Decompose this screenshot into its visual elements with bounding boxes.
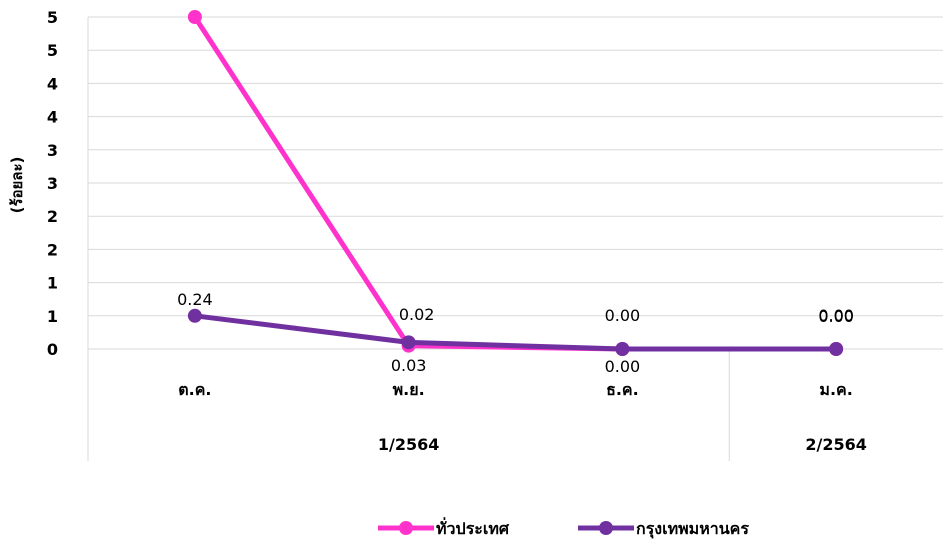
data-label: 0.00 (605, 306, 641, 325)
legend-swatch-marker (399, 521, 413, 535)
series-lines (187, 10, 844, 356)
y-tick-label: 3 (47, 174, 58, 193)
y-axis-ticks: 0 1 1 2 2 3 3 4 4 5 5 (47, 8, 58, 359)
data-point (187, 308, 202, 323)
data-labels: 4.500.030.000.000.240.020.000.00 (177, 290, 854, 376)
x-category-label: ธ.ค. (606, 380, 639, 399)
series-line-1 (194, 313, 837, 352)
y-tick-label: 1 (47, 307, 58, 326)
data-label: 0.02 (399, 305, 435, 324)
data-point (187, 10, 202, 24)
legend-label: ทั่วประเทศ (436, 517, 510, 538)
y-tick-label: 1 (47, 274, 58, 293)
x-axis: 1/2564 2/2564 ต.ค. พ.ย. ธ.ค. ม.ค. (87, 17, 867, 461)
y-tick-label: 2 (47, 207, 58, 226)
x-category-label: ม.ค. (819, 380, 852, 399)
x-group-label: 1/2564 (378, 435, 440, 454)
data-point (401, 335, 416, 350)
data-point (615, 342, 630, 356)
data-label: 0.00 (818, 307, 854, 326)
x-category-label: พ.ย. (393, 380, 425, 399)
grid-lines (88, 16, 943, 350)
data-label: 0.03 (391, 356, 427, 375)
y-tick-label: 0 (47, 340, 58, 359)
x-category-label: ต.ค. (178, 380, 211, 399)
y-tick-label: 2 (47, 240, 58, 259)
y-axis-label: (ร้อยละ) (8, 157, 26, 214)
data-label: 0.24 (177, 290, 213, 309)
y-tick-label: 4 (47, 108, 58, 127)
legend-label: กรุงเทพมหานคร (636, 519, 749, 539)
y-tick-label: 3 (47, 141, 58, 160)
y-tick-label: 5 (47, 41, 58, 60)
data-point (829, 342, 844, 356)
y-tick-label: 5 (47, 8, 58, 27)
y-tick-label: 4 (47, 74, 58, 93)
x-group-label: 2/2564 (805, 435, 867, 454)
legend: ทั่วประเทศ กรุงเทพมหานคร (378, 517, 749, 539)
data-label: 0.00 (818, 306, 854, 325)
legend-swatch-marker (599, 521, 613, 535)
data-label: 0.00 (605, 357, 641, 376)
